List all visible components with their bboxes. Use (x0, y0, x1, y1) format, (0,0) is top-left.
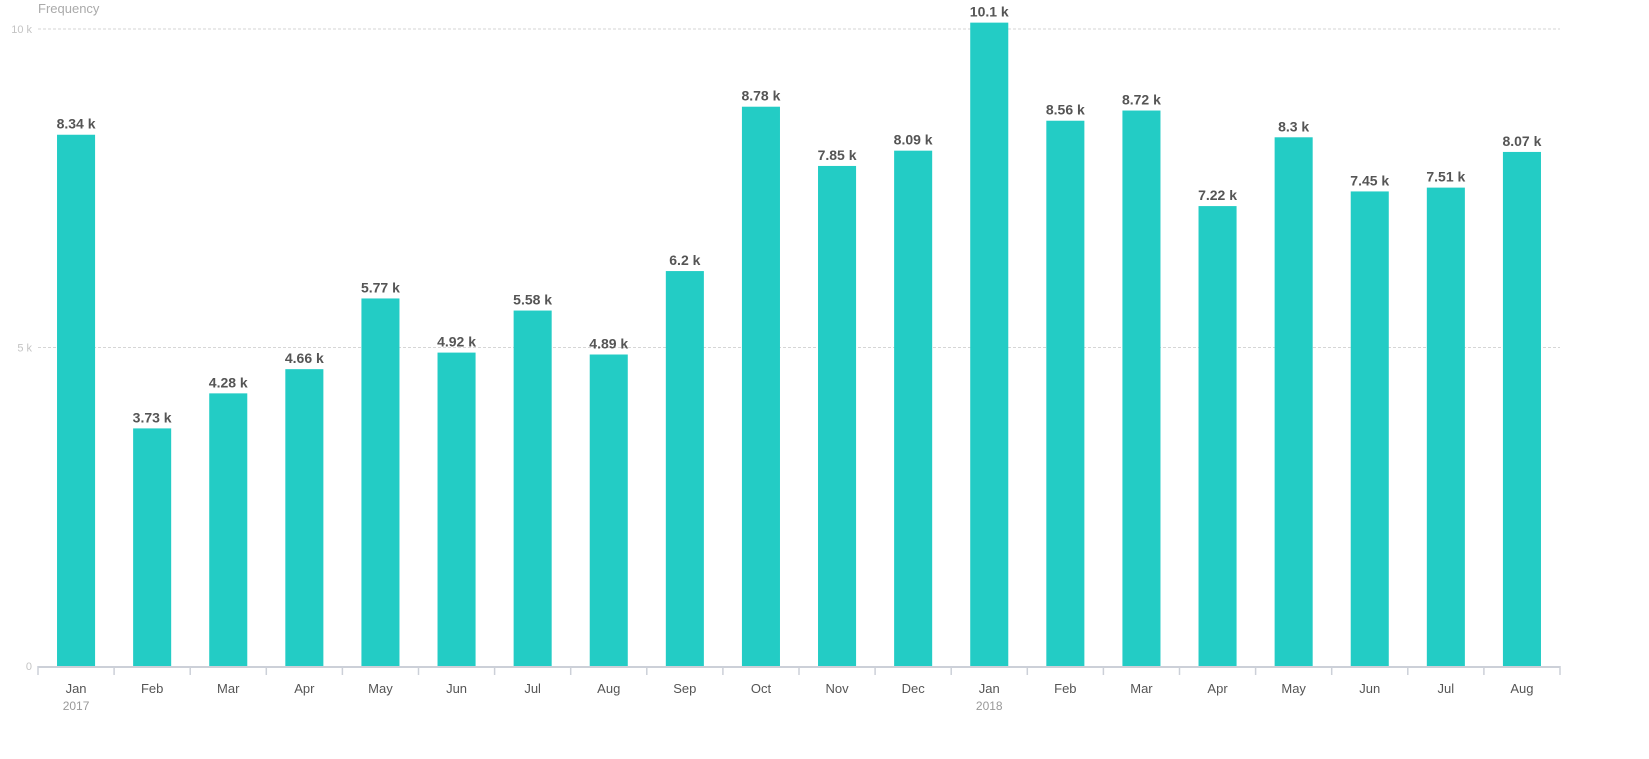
data-label: 4.28 k (209, 374, 248, 390)
bar (209, 393, 248, 666)
x-tick-label: Apr (294, 681, 315, 696)
x-tick-label: Feb (1054, 681, 1076, 696)
x-tick-label: Mar (217, 681, 240, 696)
data-label: 7.51 k (1426, 169, 1465, 185)
bar (818, 165, 857, 666)
bar (665, 271, 704, 666)
x-tick-label: Oct (751, 681, 772, 696)
x-tick-label: Nov (825, 681, 849, 696)
x-tick-label: Dec (902, 681, 926, 696)
x-tick-label: May (1281, 681, 1306, 696)
data-label: 7.45 k (1350, 172, 1389, 188)
bar (1198, 206, 1237, 666)
data-label: 4.66 k (285, 350, 324, 366)
bar (1122, 110, 1161, 666)
y-tick-label: 5 k (17, 343, 32, 355)
bar (894, 150, 933, 667)
data-label: 6.2 k (669, 252, 700, 268)
data-label: 7.22 k (1198, 187, 1237, 203)
x-tick-label: Aug (1510, 681, 1533, 696)
x-tick-label: Jun (1359, 681, 1380, 696)
data-label: 8.09 k (894, 132, 933, 148)
data-label: 8.78 k (741, 88, 780, 104)
bar (57, 134, 96, 666)
y-tick-label: 0 (26, 661, 32, 673)
x-tick-label: Aug (597, 681, 620, 696)
bar (361, 298, 400, 666)
bar (741, 106, 780, 667)
bar (1046, 120, 1085, 666)
x-tick-label: Jan (979, 681, 1000, 696)
y-axis-label: Frequency (38, 1, 100, 16)
bar (513, 310, 552, 666)
year-label: 2018 (976, 699, 1003, 713)
x-tick-label: Jun (446, 681, 467, 696)
x-tick-label: Feb (141, 681, 163, 696)
y-tick-label: 10 k (11, 24, 32, 36)
data-label: 5.58 k (513, 292, 552, 308)
x-tick-label: Jul (524, 681, 541, 696)
data-label: 8.56 k (1046, 102, 1085, 118)
year-label: 2017 (63, 699, 90, 713)
data-label: 4.92 k (437, 334, 476, 350)
bar (1426, 187, 1465, 666)
bar (970, 22, 1009, 666)
data-label: 8.34 k (57, 116, 96, 132)
data-label: 8.07 k (1502, 133, 1541, 149)
x-tick-label: May (368, 681, 393, 696)
data-label: 8.3 k (1278, 118, 1309, 134)
bar (1350, 191, 1389, 666)
x-tick-label: Apr (1207, 681, 1228, 696)
data-label: 4.89 k (589, 336, 628, 352)
bar (1502, 151, 1541, 667)
bar (285, 369, 324, 666)
bar (437, 352, 476, 666)
x-tick-label: Jul (1438, 681, 1455, 696)
bar (589, 354, 628, 666)
data-label: 5.77 k (361, 279, 400, 295)
bar (1274, 137, 1313, 667)
x-tick-label: Sep (673, 681, 696, 696)
data-label: 10.1 k (970, 4, 1009, 20)
data-label: 3.73 k (133, 409, 172, 425)
bar (133, 428, 172, 666)
data-label: 8.72 k (1122, 92, 1161, 108)
x-tick-label: Jan (66, 681, 87, 696)
x-tick-label: Mar (1130, 681, 1153, 696)
data-label: 7.85 k (818, 147, 857, 163)
